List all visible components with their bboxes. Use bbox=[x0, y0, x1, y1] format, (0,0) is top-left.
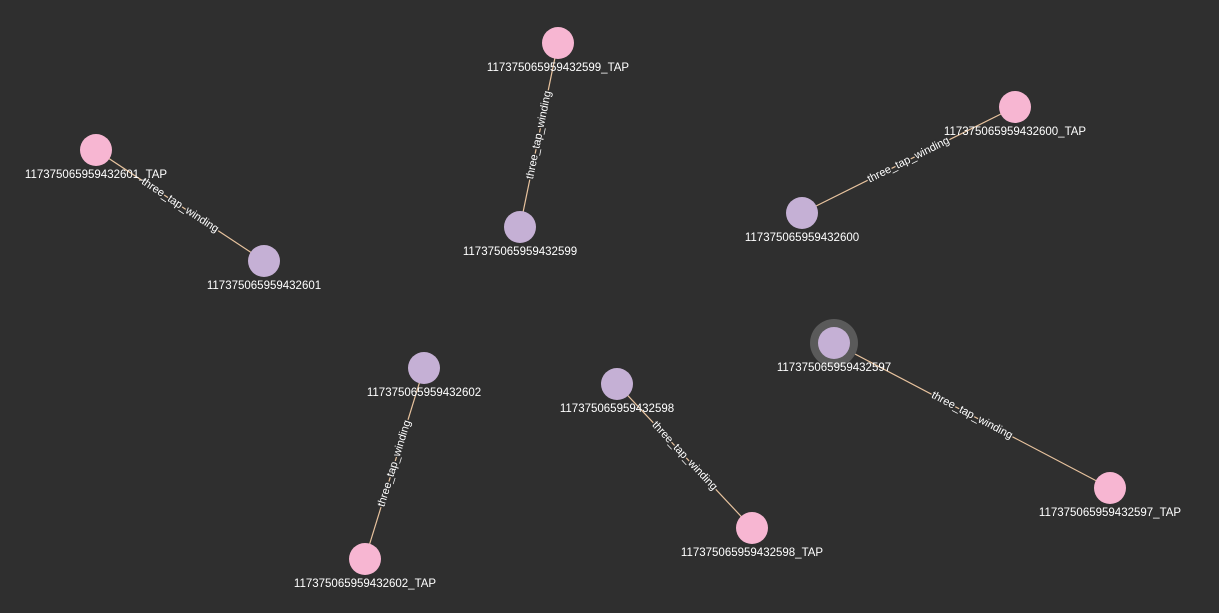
tap-node[interactable]: 117375065959432600_TAP bbox=[944, 91, 1087, 138]
tap-node[interactable]: 117375065959432602_TAP bbox=[294, 543, 437, 590]
node-circle[interactable] bbox=[542, 27, 574, 59]
node-circle[interactable] bbox=[504, 211, 536, 243]
node-circle[interactable] bbox=[80, 134, 112, 166]
node-label: 117375065959432601_TAP bbox=[25, 169, 168, 181]
node-circle[interactable] bbox=[818, 327, 850, 359]
node-label: 117375065959432601 bbox=[207, 280, 321, 292]
edge-label: three_tap_winding bbox=[929, 389, 1014, 441]
node-label: 117375065959432598_TAP bbox=[681, 547, 824, 559]
tap-node[interactable]: 117375065959432597_TAP bbox=[1039, 472, 1182, 519]
node-label: 117375065959432599 bbox=[463, 246, 577, 258]
edges-layer: three_tap_winding three_tap_winding three_… bbox=[96, 43, 1110, 559]
node-label: 117375065959432600_TAP bbox=[944, 126, 1087, 138]
node-circle[interactable] bbox=[1094, 472, 1126, 504]
winding-node[interactable]: 117375065959432600 bbox=[745, 197, 859, 244]
node-label: 117375065959432597 bbox=[777, 362, 891, 374]
node-label: 117375065959432602_TAP bbox=[294, 578, 437, 590]
graph-edge[interactable]: three_tap_winding bbox=[802, 107, 1015, 213]
edge-label: three_tap_winding bbox=[649, 419, 719, 493]
node-label: 117375065959432599_TAP bbox=[487, 62, 630, 74]
winding-node[interactable]: 117375065959432601 bbox=[207, 245, 321, 292]
node-label: 117375065959432602 bbox=[367, 387, 481, 399]
node-label: 117375065959432598 bbox=[560, 403, 674, 415]
node-circle[interactable] bbox=[736, 512, 768, 544]
node-label: 117375065959432597_TAP bbox=[1039, 507, 1182, 519]
node-circle[interactable] bbox=[349, 543, 381, 575]
winding-node[interactable]: 117375065959432599 bbox=[463, 211, 577, 258]
node-circle[interactable] bbox=[601, 368, 633, 400]
winding-node[interactable]: 117375065959432597 bbox=[777, 319, 891, 374]
node-circle[interactable] bbox=[408, 352, 440, 384]
node-label: 117375065959432600 bbox=[745, 232, 859, 244]
edge-label: three_tap_winding bbox=[866, 135, 952, 186]
node-circle[interactable] bbox=[248, 245, 280, 277]
nodes-layer: 117375065959432599_TAP 117375065959432599… bbox=[25, 27, 1182, 590]
node-circle[interactable] bbox=[786, 197, 818, 229]
node-circle[interactable] bbox=[999, 91, 1031, 123]
winding-node[interactable]: 117375065959432598 bbox=[560, 368, 674, 415]
tap-node[interactable]: 117375065959432601_TAP bbox=[25, 134, 168, 181]
edge-label: three_tap_winding bbox=[375, 419, 413, 508]
edge-label: three_tap_winding bbox=[524, 90, 554, 180]
tap-node[interactable]: 117375065959432599_TAP bbox=[487, 27, 630, 74]
winding-node[interactable]: 117375065959432602 bbox=[367, 352, 481, 399]
tap-node[interactable]: 117375065959432598_TAP bbox=[681, 512, 824, 559]
graph-edge[interactable]: three_tap_winding bbox=[96, 150, 264, 261]
edge-label: three_tap_winding bbox=[139, 176, 221, 236]
